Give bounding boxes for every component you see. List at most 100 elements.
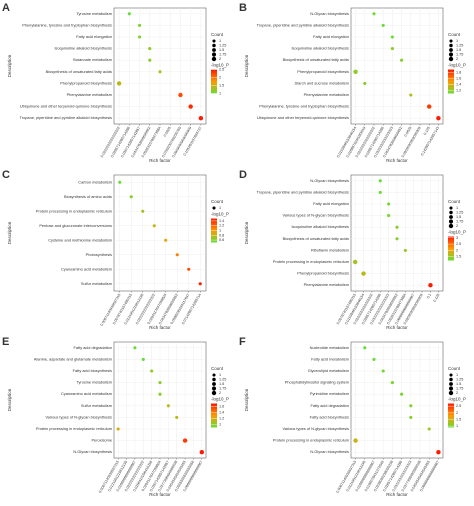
point [148,58,152,62]
point [426,104,432,109]
panel-label: E [2,336,9,348]
y-tick-label: Various types of N-glycan biosynthesis [282,426,349,431]
y-tick-label: Phenylpropanoid biosynthesis [297,271,349,276]
point [129,195,133,199]
legend-size-key [449,377,453,382]
legend-size-key [449,43,453,48]
y-tick-label: Protein processing in endoplasmic reticu… [273,438,349,443]
x-axis-title: Rich factor [386,325,408,330]
point [198,115,204,121]
legend-label: 2 [456,411,458,415]
y-axis-title: Description [244,54,249,77]
legend-label: 1.25 [219,44,226,48]
point [378,190,382,194]
x-axis-title: Rich factor [386,492,408,497]
legend-label: 1 [219,206,221,210]
legend-label: 1 [219,373,221,377]
legend-title: Count [448,366,461,371]
legend-label: 1.5 [456,215,461,219]
legend-title: Count [448,199,461,204]
y-tick-label: Protein processing in endoplasmic reticu… [36,426,112,431]
legend-size-key [448,219,454,224]
point [381,23,385,27]
legend-label: 1.5 [219,84,224,88]
legend-label: 2.5 [456,242,461,246]
legend-label: 3 [456,236,458,240]
point [390,47,394,51]
point [387,202,391,206]
panel-label: C [2,169,10,181]
point [436,449,441,455]
y-tick-label: N-Glycan biosynthesis [310,178,349,183]
point [199,449,205,455]
legend-label: 1.75 [219,53,226,57]
point [182,438,188,443]
y-tick-label: N-Glycan biosynthesis [310,449,349,454]
legend-label: 1.75 [456,220,463,224]
point [188,104,193,109]
legend-size-key [448,390,454,396]
legend-size-key [211,56,217,62]
y-axis-title: Description [7,221,12,244]
point [175,415,179,419]
legend-label: 1.25 [456,211,463,215]
y-tick-label: Tropane, piperidine and pyridine alkaloi… [20,115,112,120]
legend-title: Count [448,32,461,37]
point [352,259,358,265]
color-bar [211,403,217,428]
point [363,81,367,85]
y-tick-label: Fatty acid elongation [313,201,349,206]
x-axis-title: Rich factor [149,325,171,330]
legend-label: 1.5 [456,48,461,52]
legend-size-key [448,52,454,57]
legend-label: 1.25 [456,44,463,48]
legend-label: 1.2 [219,224,224,228]
legend-label: 1 [219,229,221,233]
y-tick-label: Fatty acid biosynthesis [73,368,112,373]
y-tick-label: Various types of N-glycan biosynthesis [282,213,349,218]
y-tick-label: Fatty acid metabolism [311,356,349,361]
color-bar [448,403,454,428]
x-tick-label: 0.0625 [163,126,172,138]
y-tick-label: Phenylpropanoid biosynthesis [297,69,349,74]
legend-label: 0.6 [219,238,224,242]
point [148,47,152,51]
point [150,369,154,373]
y-tick-label: Phenylalanine metabolism [67,92,112,97]
y-tick-label: Cyanoamino acid metabolism [61,266,112,271]
y-axis-title: Description [7,388,12,411]
y-tick-label: Fatty acid degradation [311,403,350,408]
legend-title: Count [211,32,224,37]
legend-size-key [449,373,453,377]
point [400,392,404,396]
y-tick-label: Tyrosine metabolism [76,380,112,385]
point [395,225,399,229]
legend-label: 1 [219,92,221,96]
legend-label: 2.5 [456,404,461,408]
x-tick-label: 0.142857142857143 [420,126,440,157]
point [127,12,131,16]
point [137,35,142,39]
legend-label: 1.75 [219,387,226,391]
panel: 0.006711409395973150.00787401574803150.0… [2,169,229,330]
legend-label: 1.5 [456,382,461,386]
point [164,238,168,242]
point [400,58,404,62]
y-tick-label: Glycerolipid metabolism [308,368,349,373]
point [381,369,385,373]
y-tick-label: Isoquinoline alkaloid biosynthesis [291,224,349,229]
legend-title: -log10_P [211,397,229,402]
y-tick-label: Photosynthesis [86,252,112,257]
y-tick-label: Isoquinoline alkaloid biosynthesis [54,46,112,51]
y-tick-label: Fatty acid elongation [313,34,349,39]
legend-title: -log10_P [211,63,229,68]
y-tick-label: Fatty acid degradation [74,345,113,350]
point [436,115,441,121]
point [133,346,137,350]
y-tick-label: Riboflavin metabolism [311,247,349,252]
legend-label: 1.6 [456,77,461,81]
legend-label: 2 [456,224,458,228]
legend-label: 1.4 [219,219,224,223]
point [141,209,145,213]
